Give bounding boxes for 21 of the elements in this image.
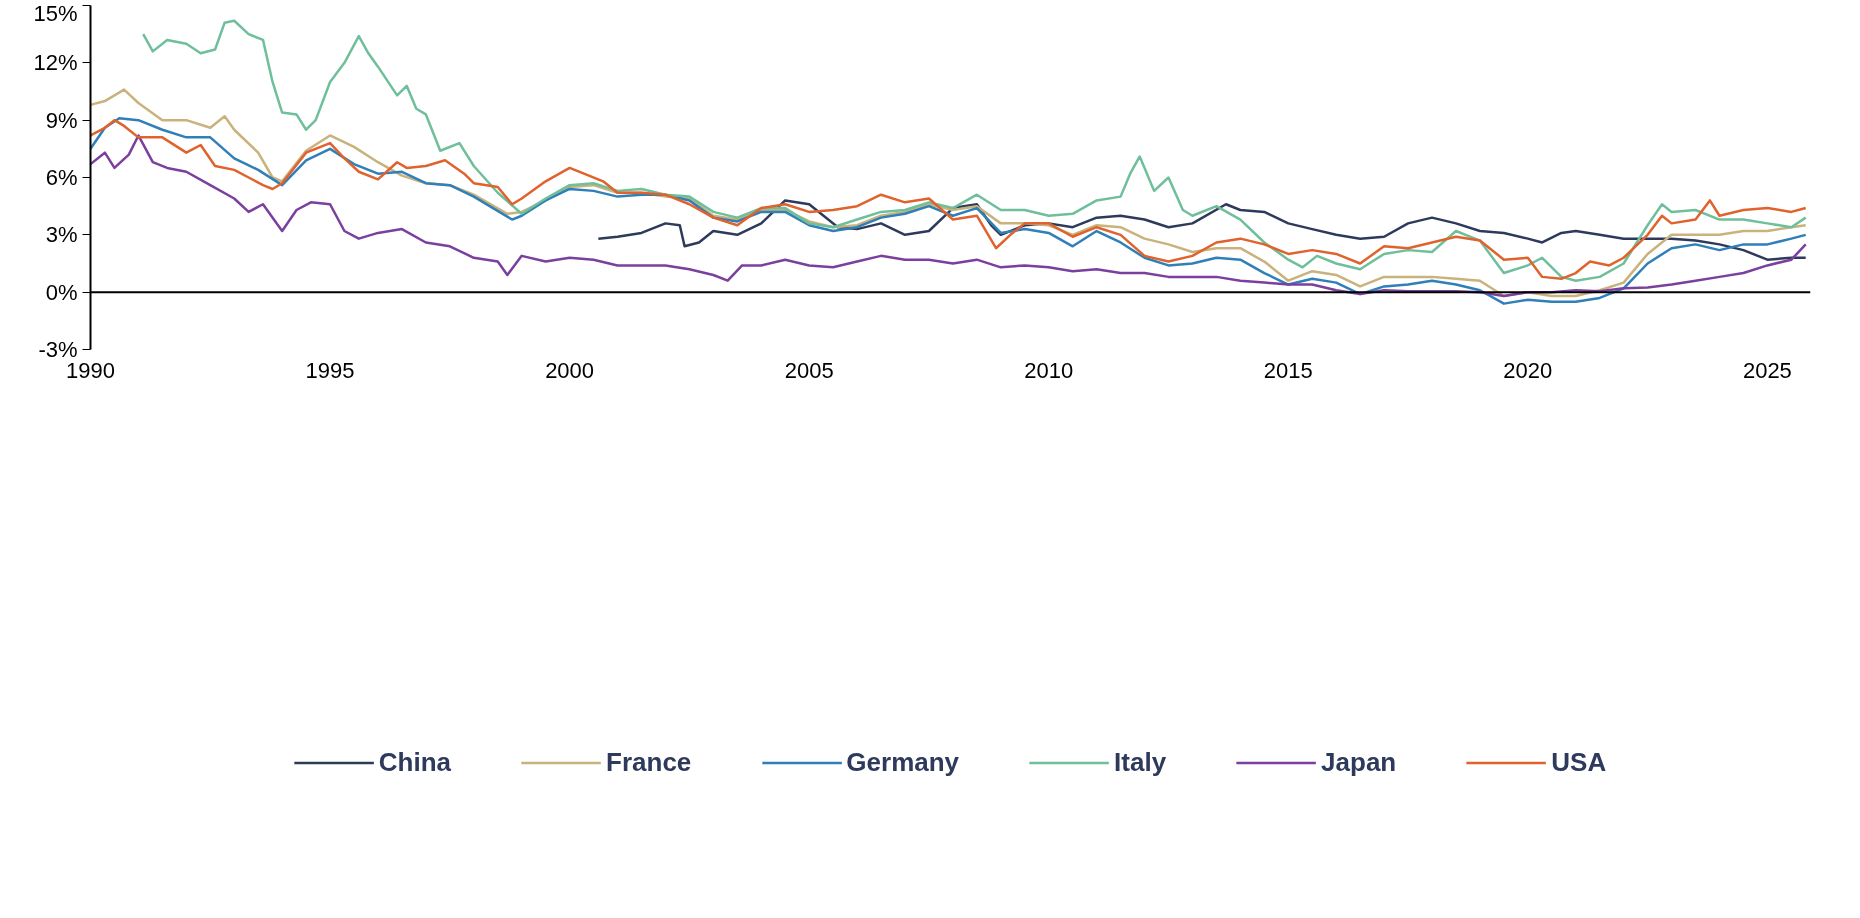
y-tick-label: 0% [45,279,78,305]
legend-label: Japan [1321,746,1397,778]
line-series [597,199,1807,261]
legend-label: USA [1551,746,1607,778]
legend-label: Germany [846,746,960,778]
y-tick-label: 6% [45,165,78,190]
legend-label: France [606,746,692,778]
y-tick-label: 3% [45,222,78,248]
x-tick-label: 2005 [784,357,834,383]
x-tick-label: 2010 [1024,357,1074,383]
y-tick-label: 9% [45,107,78,133]
legend-label: China [378,746,452,778]
x-tick-label: 2015 [1263,357,1313,383]
legend-label: Italy [1114,746,1167,778]
x-tick-label: 2025 [1742,357,1792,383]
x-tick-label: 1995 [305,357,355,383]
line-series [141,19,1807,282]
x-tick-label: 2020 [1503,357,1553,383]
y-tick-label: 15% [33,0,78,26]
x-tick-label: 2000 [545,357,595,383]
y-tick-label: 12% [33,50,78,76]
